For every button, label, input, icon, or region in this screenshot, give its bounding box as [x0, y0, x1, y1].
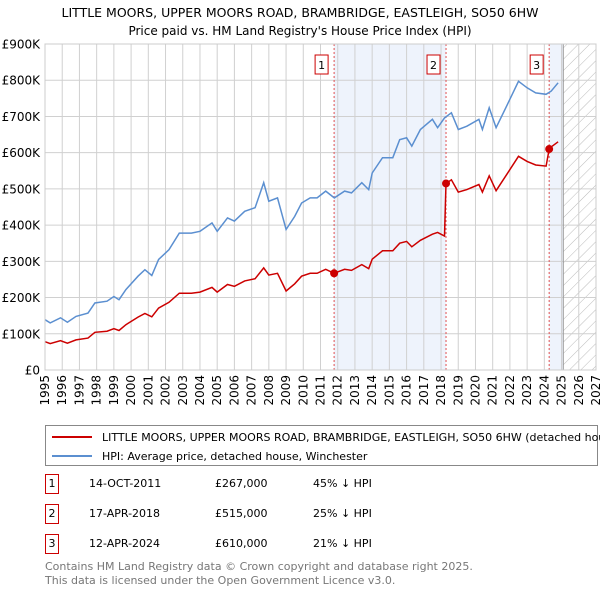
sale-label-box — [426, 54, 441, 75]
x-tick-label: 2009 — [279, 375, 293, 406]
sale-hpi-diff: 21% ↓ HPI — [313, 537, 372, 550]
x-tick-label: 1996 — [55, 375, 69, 406]
legend-item-hpi: HPI: Average price, detached house, Winc… — [52, 448, 367, 464]
x-tick-label: 2003 — [176, 375, 190, 406]
sale-point — [545, 145, 554, 154]
sale-date: 12-APR-2024 — [89, 537, 161, 550]
x-tick-label: 2024 — [537, 375, 551, 406]
sale-label-number: 2 — [430, 59, 437, 72]
footer-copyright: Contains HM Land Registry data © Crown c… — [45, 560, 473, 573]
y-tick-label: £100K — [2, 327, 42, 341]
legend-line-red — [52, 436, 92, 438]
x-tick-label: 2023 — [520, 375, 534, 406]
x-tick-label: 2006 — [227, 375, 241, 406]
hpi-line — [44, 80, 559, 324]
sale-price: £610,000 — [215, 537, 268, 550]
x-tick-label: 2016 — [400, 375, 414, 406]
footer-licence: This data is licensed under the Open Gov… — [45, 574, 396, 587]
x-tick-label: 2012 — [331, 375, 345, 406]
chart-subtitle: Price paid vs. HM Land Registry's House … — [128, 24, 471, 38]
sale-number-badge: 2 — [45, 504, 59, 524]
legend: LITTLE MOORS, UPPER MOORS ROAD, BRAMBRID… — [45, 425, 600, 466]
legend-label-property: LITTLE MOORS, UPPER MOORS ROAD, BRAMBRID… — [102, 430, 600, 444]
x-tick-label: 2004 — [193, 375, 207, 406]
x-tick-label: 2005 — [210, 375, 224, 406]
x-tick-label: 2002 — [159, 375, 173, 406]
sale-price: £515,000 — [215, 507, 268, 520]
y-tick-label: £0 — [25, 364, 40, 378]
x-tick-label: 2017 — [417, 375, 431, 406]
sale-label-box — [529, 54, 544, 75]
sale-label-number: 1 — [318, 59, 325, 72]
sale-number-badge: 3 — [45, 534, 59, 554]
x-tick-label: 2001 — [141, 375, 155, 406]
sale-date: 14-OCT-2011 — [89, 477, 162, 490]
plot-border — [44, 43, 597, 371]
x-tick-label: 1997 — [72, 375, 86, 406]
forecast-hatch — [563, 44, 596, 370]
sale-number-badge: 1 — [45, 474, 59, 494]
chart-title: LITTLE MOORS, UPPER MOORS ROAD, BRAMBRID… — [62, 5, 539, 20]
property-price-line — [44, 141, 559, 345]
x-tick-label: 2020 — [468, 375, 482, 406]
y-tick-label: £800K — [2, 74, 42, 88]
y-tick-label: £600K — [2, 146, 42, 160]
ownership-shade — [549, 44, 564, 370]
sale-row: 2 17-APR-2018 £515,000 25% ↓ HPI — [45, 504, 445, 524]
x-tick-label: 2013 — [348, 375, 362, 406]
x-tick-label: 2019 — [451, 375, 465, 406]
x-tick-label: 2000 — [124, 375, 138, 406]
sale-row: 1 14-OCT-2011 £267,000 45% ↓ HPI — [45, 474, 445, 494]
sale-label-box — [314, 54, 329, 75]
sale-point — [442, 179, 451, 188]
x-tick-label: 2025 — [555, 375, 569, 406]
x-tick-label: 2010 — [296, 375, 310, 406]
x-tick-label: 2027 — [589, 375, 600, 406]
y-tick-label: £900K — [2, 38, 42, 52]
sale-price: £267,000 — [215, 477, 268, 490]
sale-hpi-diff: 45% ↓ HPI — [313, 477, 372, 490]
sale-date: 17-APR-2018 — [89, 507, 161, 520]
x-tick-label: 1999 — [107, 375, 121, 406]
y-tick-label: £200K — [2, 291, 42, 305]
x-tick-label: 1995 — [38, 375, 52, 406]
legend-label-hpi: HPI: Average price, detached house, Winc… — [102, 449, 368, 463]
legend-item-property: LITTLE MOORS, UPPER MOORS ROAD, BRAMBRID… — [52, 429, 600, 445]
y-tick-label: £700K — [2, 110, 42, 124]
x-tick-label: 2018 — [434, 375, 448, 406]
y-tick-label: £400K — [2, 219, 42, 233]
price-chart: LITTLE MOORS, UPPER MOORS ROAD, BRAMBRID… — [2, 5, 600, 406]
legend-line-blue — [52, 455, 92, 457]
sale-label-number: 3 — [533, 59, 540, 72]
x-tick-label: 2014 — [365, 375, 379, 406]
sale-row: 3 12-APR-2024 £610,000 21% ↓ HPI — [45, 534, 445, 554]
y-tick-label: £500K — [2, 182, 42, 196]
sale-hpi-diff: 25% ↓ HPI — [313, 507, 372, 520]
x-tick-label: 2015 — [382, 375, 396, 406]
ownership-shade — [334, 44, 447, 370]
x-tick-label: 1998 — [90, 375, 104, 406]
y-tick-label: £300K — [2, 255, 42, 269]
x-tick-label: 2022 — [503, 375, 517, 406]
x-tick-label: 2007 — [245, 375, 259, 406]
x-tick-label: 2026 — [572, 375, 586, 406]
x-tick-label: 2008 — [262, 375, 276, 406]
x-tick-label: 2021 — [486, 375, 500, 406]
x-tick-label: 2011 — [314, 375, 328, 406]
sale-point — [330, 269, 339, 278]
